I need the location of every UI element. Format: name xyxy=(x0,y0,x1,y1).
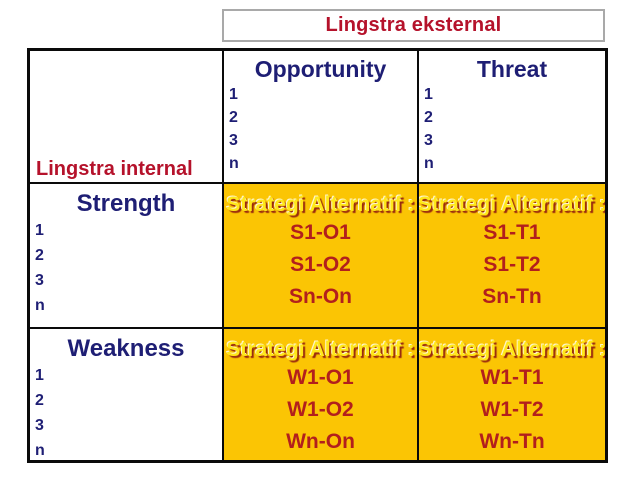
swot-matrix-table: Lingstra internal Opportunity 1 2 3 n Th… xyxy=(27,48,608,463)
strategy-heading: Strategi Alternatif : xyxy=(419,338,605,361)
threat-item-list: 1 2 3 n xyxy=(424,83,605,175)
cell-strategy-so: Strategi Alternatif : S1-O1 S1-O2 Sn-On xyxy=(224,184,419,329)
list-item: 2 xyxy=(35,392,44,409)
list-item: 3 xyxy=(424,132,433,149)
cell-strength-header: Strength 1 2 3 n xyxy=(30,184,224,329)
strength-item-list: 1 2 3 n xyxy=(35,218,222,318)
strategy-code: S1-O1 xyxy=(290,221,351,244)
strategy-code: S1-T2 xyxy=(483,253,541,276)
list-item: n xyxy=(229,155,239,172)
list-item: 3 xyxy=(229,132,238,149)
list-item: 3 xyxy=(35,272,44,289)
strategy-code: W1-O2 xyxy=(287,398,354,421)
strategy-code: Wn-Tn xyxy=(479,430,545,453)
list-item: 1 xyxy=(424,86,433,103)
list-item: 2 xyxy=(229,109,238,126)
cell-strategy-st: Strategi Alternatif : S1-T1 S1-T2 Sn-Tn xyxy=(419,184,605,329)
strategy-heading: Strategi Alternatif : xyxy=(419,193,605,216)
strategy-code: W1-T2 xyxy=(480,398,544,421)
internal-environment-label: Lingstra internal xyxy=(36,158,193,180)
list-item: 1 xyxy=(35,367,44,384)
list-item: 2 xyxy=(424,109,433,126)
list-item: 1 xyxy=(35,222,44,239)
strategy-code: S1-T1 xyxy=(483,221,541,244)
cell-strategy-wo: Strategi Alternatif : W1-O1 W1-O2 Wn-On xyxy=(224,329,419,460)
strategy-code: Sn-Tn xyxy=(482,285,542,308)
cell-corner: Lingstra internal xyxy=(30,51,224,184)
threat-title: Threat xyxy=(476,56,548,82)
cell-weakness-header: Weakness 1 2 3 n xyxy=(30,329,224,460)
strategy-heading: Strategi Alternatif : xyxy=(226,338,415,361)
strategy-heading: Strategi Alternatif : xyxy=(226,193,415,216)
list-item: 3 xyxy=(35,417,44,434)
list-item: n xyxy=(35,442,45,459)
cell-strategy-wt: Strategi Alternatif : W1-T1 W1-T2 Wn-Tn xyxy=(419,329,605,460)
list-item: n xyxy=(35,297,45,314)
list-item: n xyxy=(424,155,434,172)
strategy-code: Wn-On xyxy=(286,430,355,453)
opportunity-item-list: 1 2 3 n xyxy=(229,83,417,175)
cell-threat-header: Threat 1 2 3 n xyxy=(419,51,605,184)
cell-opportunity-header: Opportunity 1 2 3 n xyxy=(224,51,419,184)
strategy-code: W1-T1 xyxy=(480,366,544,389)
external-environment-label: Lingstra eksternal xyxy=(325,14,502,36)
list-item: 2 xyxy=(35,247,44,264)
strategy-code: Sn-On xyxy=(289,285,352,308)
weakness-title: Weakness xyxy=(67,335,185,362)
strategy-code: S1-O2 xyxy=(290,253,351,276)
list-item: 1 xyxy=(229,86,238,103)
strategy-code: W1-O1 xyxy=(287,366,354,389)
opportunity-title: Opportunity xyxy=(254,56,387,82)
external-environment-header: Lingstra eksternal xyxy=(222,9,605,42)
strength-title: Strength xyxy=(76,190,176,217)
weakness-item-list: 1 2 3 n xyxy=(35,363,222,460)
